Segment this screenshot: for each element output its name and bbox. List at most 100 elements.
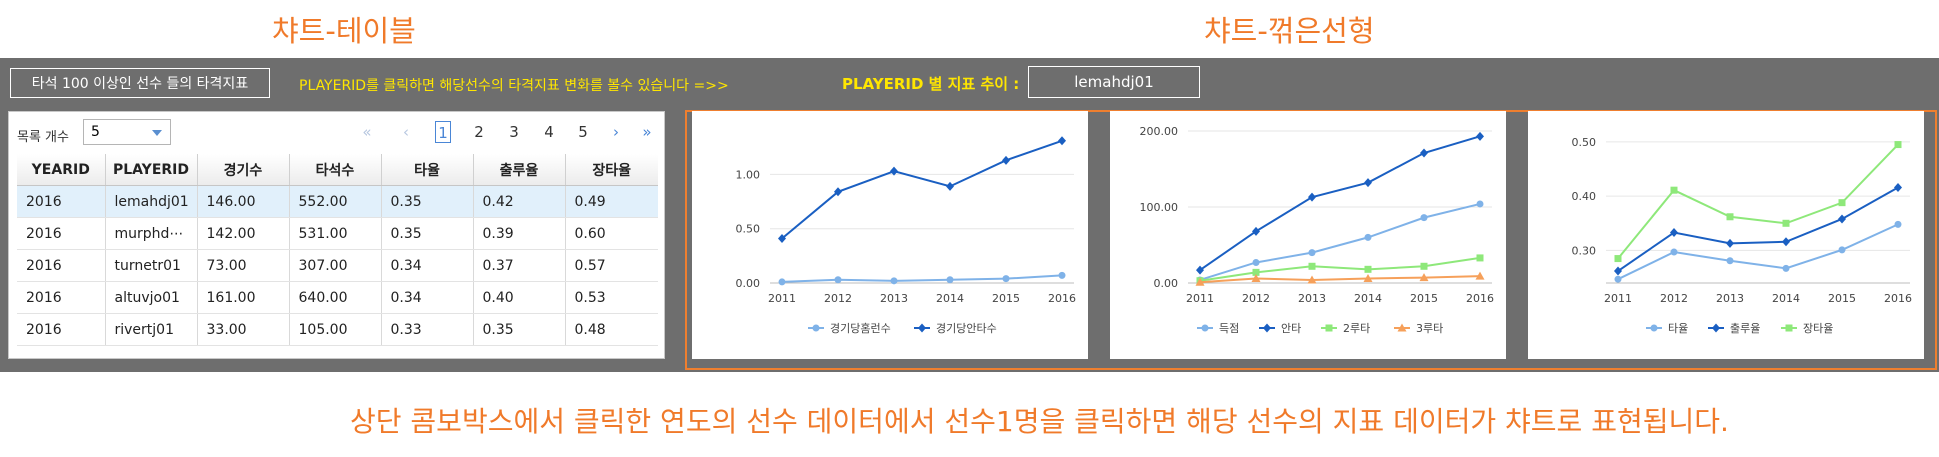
x-tick-label: 2016 bbox=[1466, 292, 1494, 305]
series-line bbox=[781, 139, 1063, 240]
y-tick-label: 0.50 bbox=[736, 223, 761, 236]
data-point bbox=[1308, 192, 1316, 202]
cell-at-bats: 640.00 bbox=[289, 281, 382, 314]
data-point bbox=[1364, 233, 1372, 241]
data-point bbox=[1476, 254, 1484, 262]
cell-obp: 0.42 bbox=[473, 185, 566, 218]
legend-marker bbox=[812, 324, 820, 332]
first-page-icon[interactable]: « bbox=[362, 123, 372, 141]
playerid-field[interactable]: lemahdj01 bbox=[1028, 66, 1200, 98]
data-point bbox=[1726, 257, 1734, 265]
col-header-avg[interactable]: 타율 bbox=[381, 154, 474, 186]
y-tick-label: 0.50 bbox=[1572, 136, 1597, 149]
cell-games: 161.00 bbox=[197, 281, 290, 314]
col-header-slg[interactable]: 장타율 bbox=[565, 154, 658, 186]
col-header-yearid[interactable]: YEARID bbox=[17, 154, 106, 186]
data-point bbox=[778, 278, 786, 286]
series-line bbox=[1617, 223, 1899, 281]
legend-label: 타율 bbox=[1668, 322, 1688, 335]
rows-count-select[interactable]: 5 bbox=[83, 119, 171, 145]
chart-rate-stats-svg: 0.30 0.40 0.50 2011 2012 2013 2014 2015 2016 타율 출루… bbox=[1572, 136, 1913, 335]
x-tick-label: 2012 bbox=[1660, 292, 1688, 305]
data-point bbox=[1838, 214, 1846, 224]
col-header-games[interactable]: 경기수 bbox=[197, 154, 290, 186]
legend-label: 안타 bbox=[1281, 322, 1301, 335]
line-chart-caption: 챠트-꺾은선형 bbox=[1204, 14, 1375, 48]
legend-marker bbox=[1712, 323, 1720, 333]
x-tick-label: 2016 bbox=[1048, 292, 1076, 305]
page-button-5[interactable]: 5 bbox=[578, 123, 588, 141]
data-point bbox=[1307, 275, 1317, 284]
data-point bbox=[1614, 255, 1622, 263]
x-tick-label: 2015 bbox=[1828, 292, 1856, 305]
data-point bbox=[1308, 249, 1316, 257]
data-point bbox=[1252, 258, 1260, 266]
x-tick-label: 2011 bbox=[1186, 292, 1214, 305]
data-point bbox=[1894, 182, 1902, 192]
data-point bbox=[1614, 275, 1622, 283]
y-tick-label: 0.40 bbox=[1572, 190, 1597, 203]
col-header-at-bats[interactable]: 타석수 bbox=[289, 154, 382, 186]
page-button-4[interactable]: 4 bbox=[544, 123, 554, 141]
cell-playerid[interactable]: rivertj01 bbox=[105, 313, 198, 346]
cell-obp: 0.40 bbox=[473, 281, 566, 314]
legend-label: 경기당홈런수 bbox=[830, 321, 891, 335]
cell-avg: 0.34 bbox=[381, 281, 474, 314]
cell-at-bats: 531.00 bbox=[289, 217, 382, 250]
cell-slg: 0.49 bbox=[565, 185, 658, 218]
table-row[interactable]: 2016 murphd⋯ 142.00 531.00 0.35 0.39 0.6… bbox=[17, 217, 658, 250]
data-point bbox=[1670, 248, 1678, 256]
cell-playerid[interactable]: altuvjo01 bbox=[105, 281, 198, 314]
series-line bbox=[1617, 143, 1899, 260]
x-tick-label: 2012 bbox=[1242, 292, 1270, 305]
data-point bbox=[1726, 213, 1734, 221]
playerid-label: PLAYERID 별 지표 추이 : bbox=[842, 75, 1020, 93]
chart-rate-stats: 0.30 0.40 0.50 2011 2012 2013 2014 2015 2016 타율 출루… bbox=[1528, 111, 1924, 359]
data-point bbox=[1670, 186, 1678, 194]
data-point bbox=[1782, 219, 1790, 227]
last-page-icon[interactable]: » bbox=[642, 123, 652, 141]
table-row[interactable]: 2016 lemahdj01 146.00 552.00 0.35 0.42 0… bbox=[17, 185, 658, 218]
data-point bbox=[1419, 273, 1429, 282]
data-point bbox=[1475, 271, 1485, 280]
data-point bbox=[1894, 141, 1902, 149]
cell-playerid[interactable]: turnetr01 bbox=[105, 249, 198, 282]
prev-page-icon[interactable]: ‹ bbox=[403, 123, 409, 141]
data-point bbox=[890, 277, 898, 285]
data-point bbox=[1838, 246, 1846, 254]
data-point bbox=[1364, 265, 1372, 273]
panel-title: 타석 100 이상인 선수 들의 타격지표 bbox=[10, 68, 270, 98]
player-table: YEARID PLAYERID 경기수 타석수 타율 출루율 장타율 2016 … bbox=[17, 154, 658, 346]
legend-marker bbox=[1201, 324, 1209, 332]
legend-label: 득점 bbox=[1219, 322, 1239, 335]
page-button-3[interactable]: 3 bbox=[509, 123, 519, 141]
rows-count-label: 목록 개수 bbox=[17, 130, 69, 145]
data-point bbox=[1252, 268, 1260, 276]
cell-avg: 0.33 bbox=[381, 313, 474, 346]
page-button-2[interactable]: 2 bbox=[474, 123, 484, 141]
data-point bbox=[834, 276, 842, 284]
legend-label: 장타율 bbox=[1803, 322, 1833, 335]
data-point bbox=[1782, 237, 1790, 247]
data-point bbox=[1420, 214, 1428, 222]
next-page-icon[interactable]: › bbox=[613, 123, 619, 141]
cell-playerid[interactable]: murphd⋯ bbox=[105, 217, 198, 250]
col-header-playerid[interactable]: PLAYERID bbox=[105, 154, 198, 186]
page-button-1[interactable]: 1 bbox=[435, 121, 451, 143]
legend-label: 2루타 bbox=[1343, 322, 1370, 335]
series-line bbox=[1199, 256, 1481, 282]
table-row[interactable]: 2016 altuvjo01 161.00 640.00 0.34 0.40 0… bbox=[17, 281, 658, 314]
y-tick-label: 0.00 bbox=[1154, 277, 1179, 290]
table-row[interactable]: 2016 rivertj01 33.00 105.00 0.33 0.35 0.… bbox=[17, 313, 658, 346]
cell-playerid[interactable]: lemahdj01 bbox=[105, 185, 198, 218]
data-point bbox=[1838, 199, 1846, 207]
col-header-obp[interactable]: 출루율 bbox=[473, 154, 566, 186]
legend-marker bbox=[918, 323, 926, 333]
hint-text: PLAYERID를 클릭하면 해당선수의 타격지표 변화를 볼수 있습니다 =>… bbox=[299, 78, 729, 94]
data-point bbox=[1002, 275, 1010, 283]
series-line bbox=[1199, 202, 1481, 281]
table-row[interactable]: 2016 turnetr01 73.00 307.00 0.34 0.37 0.… bbox=[17, 249, 658, 282]
cell-games: 142.00 bbox=[197, 217, 290, 250]
data-point bbox=[1726, 238, 1734, 248]
cell-yearid: 2016 bbox=[17, 217, 106, 250]
